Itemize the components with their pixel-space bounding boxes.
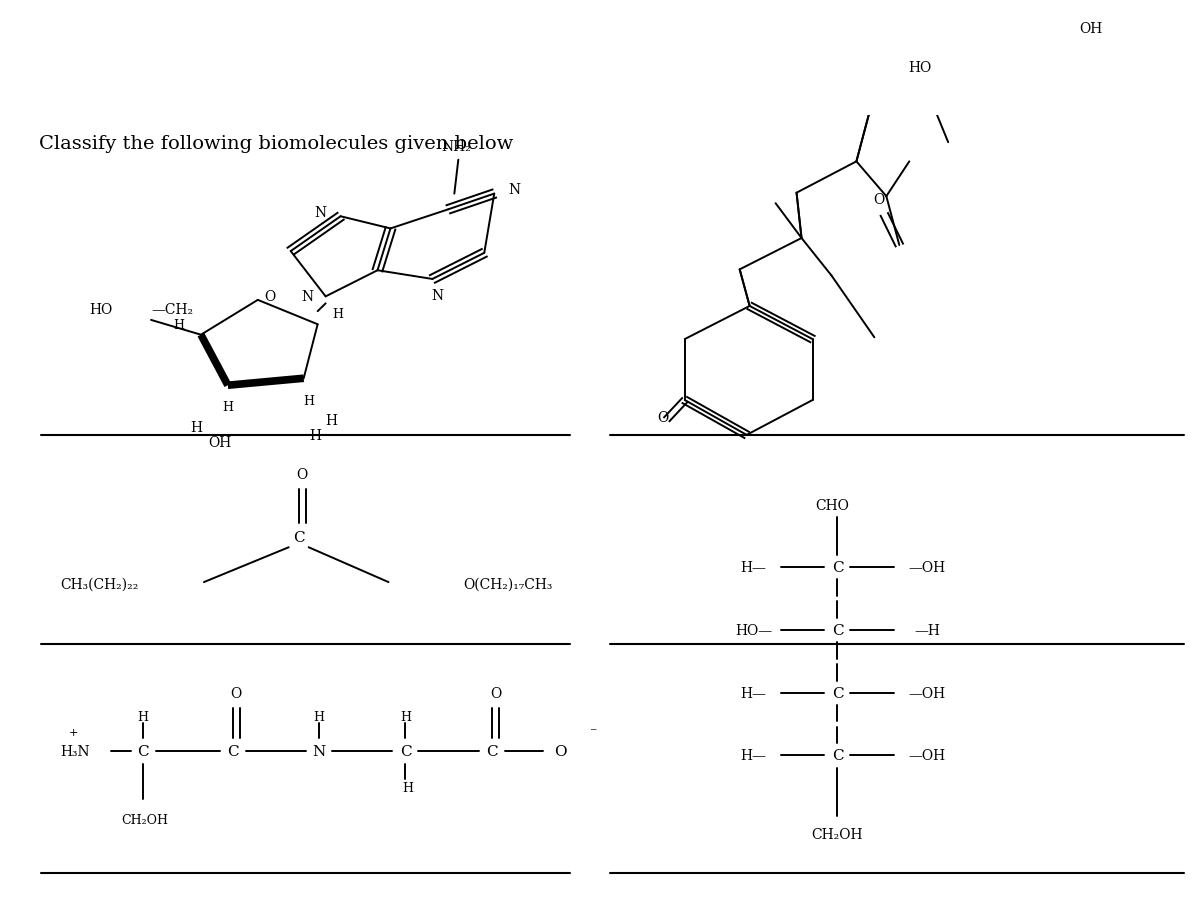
Text: —H: —H xyxy=(914,623,940,638)
Text: C: C xyxy=(832,686,844,700)
Text: H: H xyxy=(174,319,185,332)
Text: C: C xyxy=(832,749,844,763)
Text: O: O xyxy=(264,289,275,303)
Text: —OH: —OH xyxy=(908,560,946,575)
Text: HO: HO xyxy=(90,302,113,316)
Text: CHO: CHO xyxy=(816,498,850,512)
Text: Classify the following biomolecules given below: Classify the following biomolecules give… xyxy=(40,135,514,153)
Text: OH: OH xyxy=(209,435,232,449)
Text: CH₂OH: CH₂OH xyxy=(121,813,168,825)
Text: C: C xyxy=(293,530,305,544)
Text: C: C xyxy=(227,744,239,758)
Text: H: H xyxy=(400,710,410,723)
Text: HO: HO xyxy=(908,61,932,76)
Text: N: N xyxy=(508,183,521,197)
Text: H: H xyxy=(325,414,337,427)
Text: H: H xyxy=(138,710,149,723)
Text: O: O xyxy=(296,467,308,482)
Text: CH₃(CH₂)₂₂: CH₃(CH₂)₂₂ xyxy=(61,578,139,591)
Text: OH: OH xyxy=(1079,22,1103,36)
Text: H—: H— xyxy=(740,749,767,763)
Text: N: N xyxy=(301,290,313,304)
Text: O: O xyxy=(962,0,973,1)
Text: H—: H— xyxy=(740,686,767,700)
Text: H₃N: H₃N xyxy=(60,744,90,758)
Text: C: C xyxy=(832,623,844,638)
Text: O(CH₂)₁₇CH₃: O(CH₂)₁₇CH₃ xyxy=(463,578,553,591)
Text: H: H xyxy=(310,428,322,443)
Text: ⁻: ⁻ xyxy=(589,725,596,739)
Text: N: N xyxy=(312,744,325,758)
Text: O: O xyxy=(230,686,242,700)
Text: H: H xyxy=(190,421,202,435)
Text: O: O xyxy=(874,192,884,207)
Text: H: H xyxy=(304,394,314,407)
Text: C: C xyxy=(486,744,498,758)
Text: N: N xyxy=(314,206,326,220)
Text: —OH: —OH xyxy=(908,686,946,700)
Text: O: O xyxy=(658,411,668,425)
Text: —CH₂: —CH₂ xyxy=(151,302,193,316)
Text: —OH: —OH xyxy=(908,749,946,763)
Text: H: H xyxy=(313,710,324,723)
Text: N: N xyxy=(431,288,444,302)
Text: C: C xyxy=(137,744,149,758)
Text: O: O xyxy=(553,744,566,758)
Text: H—: H— xyxy=(740,560,767,575)
Text: H: H xyxy=(222,401,233,414)
Text: +: + xyxy=(68,727,78,737)
Text: HO—: HO— xyxy=(736,623,773,638)
Text: C: C xyxy=(832,560,844,575)
Text: H: H xyxy=(402,782,413,794)
Text: NH₂: NH₂ xyxy=(442,139,472,154)
Text: O: O xyxy=(490,686,502,700)
Text: H: H xyxy=(332,308,343,321)
Text: CH₂OH: CH₂OH xyxy=(811,827,863,841)
Text: C: C xyxy=(400,744,412,758)
